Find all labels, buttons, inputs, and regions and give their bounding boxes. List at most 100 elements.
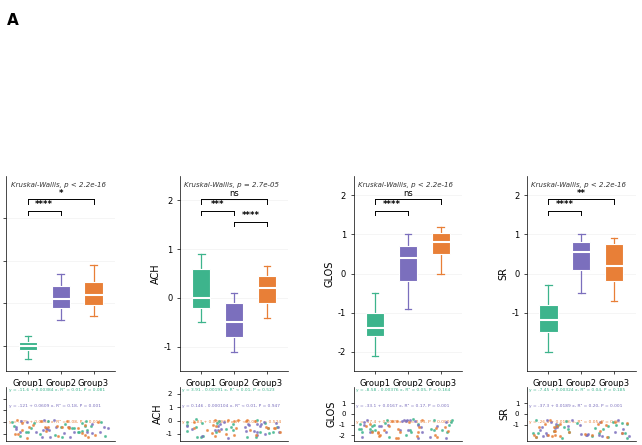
Point bbox=[356, 426, 366, 433]
Point bbox=[69, 429, 79, 436]
Text: ****: **** bbox=[556, 201, 574, 210]
Point bbox=[426, 425, 437, 433]
Point bbox=[211, 422, 221, 429]
Point bbox=[583, 431, 593, 438]
Point bbox=[39, 416, 49, 423]
Point bbox=[96, 418, 107, 425]
Point bbox=[550, 424, 560, 431]
Point bbox=[59, 430, 69, 437]
Point bbox=[393, 425, 403, 432]
Point bbox=[603, 433, 614, 440]
Point bbox=[240, 428, 250, 435]
Point bbox=[252, 431, 263, 438]
Point bbox=[11, 425, 21, 432]
Point bbox=[394, 426, 404, 433]
Point bbox=[552, 421, 562, 429]
Point bbox=[73, 428, 83, 435]
Point bbox=[552, 423, 562, 430]
Point bbox=[551, 424, 562, 431]
Point bbox=[598, 425, 608, 433]
Point bbox=[63, 423, 73, 430]
Point bbox=[531, 433, 541, 440]
Point bbox=[215, 421, 225, 428]
Point bbox=[40, 424, 50, 431]
Point bbox=[367, 429, 377, 436]
Point bbox=[622, 421, 632, 428]
Point bbox=[545, 417, 555, 424]
Point bbox=[21, 418, 31, 425]
Point bbox=[531, 417, 541, 424]
Point bbox=[416, 423, 426, 430]
Point bbox=[182, 418, 192, 425]
Point bbox=[43, 418, 53, 425]
Point bbox=[52, 422, 62, 429]
Point bbox=[7, 419, 17, 426]
Point bbox=[442, 428, 452, 435]
FancyBboxPatch shape bbox=[572, 243, 591, 270]
Point bbox=[252, 417, 262, 424]
Point bbox=[45, 433, 55, 441]
Point bbox=[69, 425, 79, 432]
Point bbox=[401, 417, 411, 424]
Point bbox=[564, 429, 574, 436]
Point bbox=[385, 423, 395, 430]
Point bbox=[374, 431, 385, 438]
Point bbox=[228, 421, 238, 428]
Point bbox=[241, 417, 252, 424]
Point bbox=[603, 422, 613, 429]
Point bbox=[405, 417, 415, 424]
Point bbox=[100, 432, 110, 439]
Point bbox=[376, 422, 386, 429]
FancyBboxPatch shape bbox=[539, 305, 557, 332]
Point bbox=[610, 419, 620, 426]
Point bbox=[42, 425, 52, 433]
Point bbox=[264, 430, 274, 437]
Point bbox=[24, 424, 35, 431]
Point bbox=[600, 421, 611, 428]
Point bbox=[254, 429, 265, 436]
Point bbox=[23, 429, 33, 436]
Point bbox=[413, 421, 423, 429]
Point bbox=[189, 424, 199, 431]
Point bbox=[93, 418, 103, 425]
Point bbox=[547, 433, 557, 440]
Point bbox=[542, 432, 553, 439]
Point bbox=[594, 418, 605, 425]
Point bbox=[397, 417, 408, 425]
Point bbox=[370, 426, 380, 433]
Point bbox=[550, 427, 560, 434]
Point bbox=[22, 434, 33, 441]
Point bbox=[250, 417, 260, 425]
Point bbox=[37, 426, 48, 433]
Point bbox=[399, 417, 409, 424]
Point bbox=[590, 425, 600, 432]
Point bbox=[441, 418, 451, 425]
Point bbox=[252, 420, 262, 427]
Point bbox=[367, 427, 377, 434]
Point bbox=[402, 417, 412, 424]
Point bbox=[211, 420, 221, 427]
Text: Kruskal-Wallis, p < 2.2e-16: Kruskal-Wallis, p < 2.2e-16 bbox=[11, 182, 106, 188]
Point bbox=[275, 429, 286, 436]
Point bbox=[447, 416, 458, 423]
Point bbox=[611, 421, 621, 428]
Point bbox=[242, 433, 252, 440]
Point bbox=[221, 425, 232, 433]
Point bbox=[444, 421, 454, 429]
Point bbox=[575, 422, 586, 429]
Point bbox=[413, 420, 423, 427]
Point bbox=[213, 426, 223, 433]
Point bbox=[82, 426, 92, 433]
Point bbox=[538, 433, 548, 440]
Point bbox=[64, 424, 74, 431]
Point bbox=[408, 416, 418, 423]
Point bbox=[51, 423, 62, 430]
Point bbox=[616, 429, 627, 436]
Point bbox=[386, 417, 397, 425]
Text: *: * bbox=[58, 189, 63, 198]
Point bbox=[244, 421, 254, 429]
Point bbox=[80, 432, 91, 439]
Text: A: A bbox=[7, 13, 19, 28]
Point bbox=[189, 419, 200, 426]
Point bbox=[430, 431, 440, 438]
